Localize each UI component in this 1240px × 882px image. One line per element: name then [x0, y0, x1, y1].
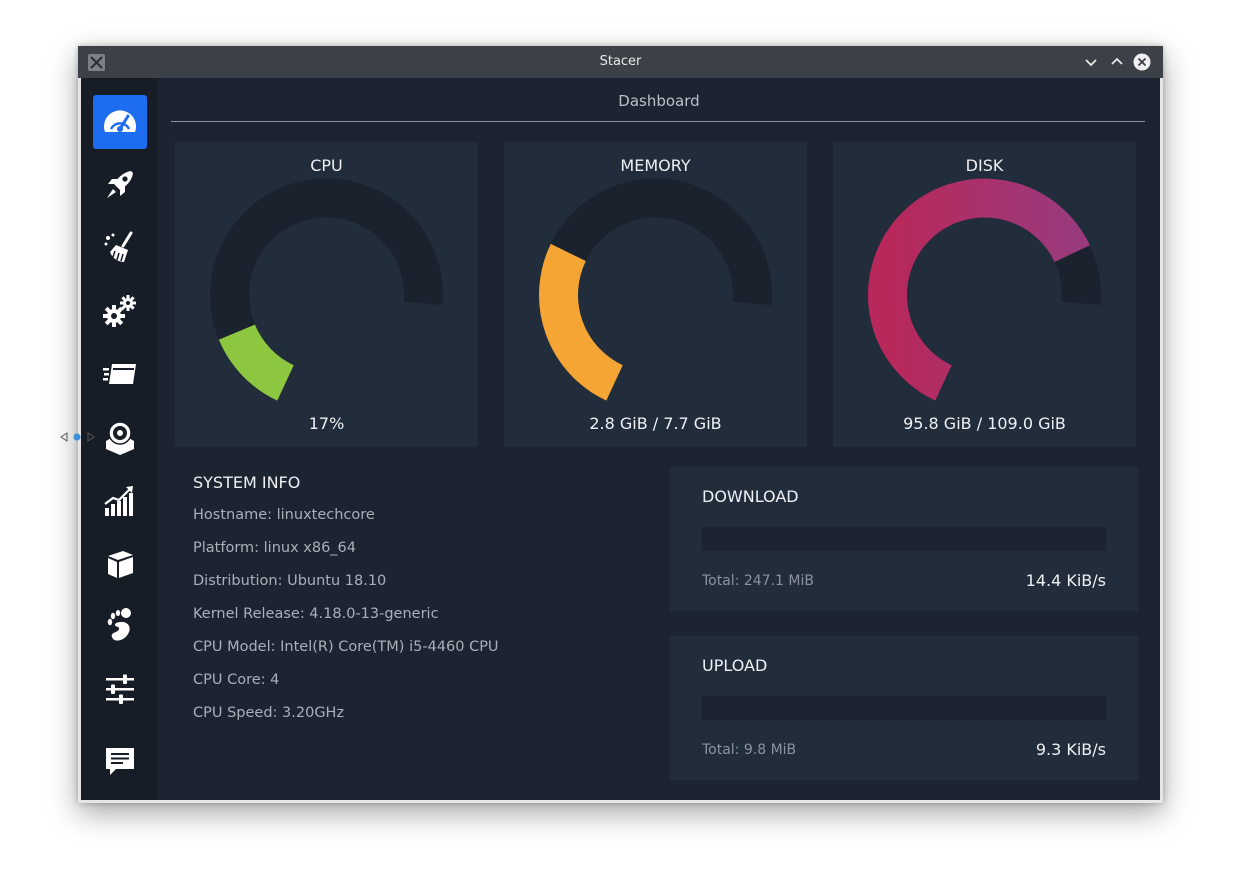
- rocket-icon: [107, 171, 133, 198]
- download-card: DOWNLOAD Total: 247.1 MiB 14.4 KiB/s: [670, 467, 1138, 611]
- minimize-button[interactable]: [1082, 53, 1100, 71]
- system-info: SYSTEM INFO Hostname: linuxtechcore Plat…: [193, 473, 499, 736]
- cpu-card: CPU 17%: [175, 142, 478, 447]
- download-title: DOWNLOAD: [702, 487, 799, 506]
- memory-gauge-fill: [539, 243, 624, 401]
- sidebar-item-startup-apps[interactable]: [93, 158, 147, 212]
- uninstaller-icon: [106, 421, 134, 455]
- cpu-label: CPU: [310, 156, 343, 175]
- sliders-icon: [106, 674, 134, 704]
- disk-card: DISK 95.8 GiB / 109.0 GiB: [833, 142, 1136, 447]
- window-border-left: [78, 78, 81, 803]
- sidebar-item-resources[interactable]: [93, 473, 147, 527]
- processes-icon: [103, 364, 136, 384]
- system-info-distribution: Distribution: Ubuntu 18.10: [193, 573, 387, 589]
- close-icon: [1133, 53, 1151, 71]
- window-border-bottom: [78, 800, 1163, 803]
- chat-icon: [106, 748, 134, 775]
- disk-value: 95.8 GiB / 109.0 GiB: [903, 414, 1066, 433]
- disk-gauge-fill: [868, 178, 1090, 401]
- speedometer-icon: [104, 110, 136, 136]
- disk-gauge: [868, 178, 1101, 401]
- gnome-foot-icon: [107, 608, 131, 641]
- system-info-cpu-model: CPU Model: Intel(R) Core(TM) i5-4460 CPU: [193, 639, 499, 655]
- title-divider: [171, 121, 1145, 122]
- window-border-right: [1160, 78, 1163, 803]
- download-total: Total: 247.1 MiB: [702, 573, 814, 589]
- chevron-up-icon: [1111, 57, 1123, 65]
- system-info-hostname: Hostname: linuxtechcore: [193, 507, 375, 523]
- upload-card: UPLOAD Total: 9.8 MiB 9.3 KiB/s: [670, 636, 1138, 780]
- memory-card: MEMORY 2.8 GiB / 7.7 GiB: [504, 142, 807, 447]
- gears-icon: [103, 295, 136, 327]
- package-icon: [108, 551, 133, 578]
- resize-handle[interactable]: [60, 428, 96, 442]
- broom-icon: [104, 231, 133, 262]
- sidebar-item-system-cleaner[interactable]: [93, 221, 147, 275]
- cpu-gauge: [210, 178, 443, 401]
- upload-speed: 9.3 KiB/s: [1035, 740, 1106, 759]
- download-speed: 14.4 KiB/s: [1025, 571, 1106, 590]
- cpu-value: 17%: [308, 414, 345, 433]
- sidebar-item-processes[interactable]: [93, 347, 147, 401]
- system-info-title: SYSTEM INFO: [193, 473, 301, 492]
- memory-label: MEMORY: [620, 156, 691, 175]
- window-title: Stacer: [599, 54, 642, 69]
- upload-total: Total: 9.8 MiB: [702, 742, 797, 758]
- dashboard-panel: Dashboard CPU 17% MEMORY 2.8 GiB / 7.7 G…: [158, 78, 1160, 800]
- sidebar-item-apt-repository-manager[interactable]: [93, 536, 147, 590]
- title-bar[interactable]: Stacer: [78, 46, 1163, 78]
- sidebar-item-gnome-settings[interactable]: [93, 599, 147, 653]
- cpu-gauge-fill: [218, 323, 295, 401]
- app-icon: [88, 54, 105, 71]
- sidebar-item-feedback[interactable]: [93, 734, 147, 788]
- resize-arrows-icon: [60, 432, 95, 442]
- page-title: Dashboard: [618, 92, 700, 110]
- sidebar: [81, 78, 158, 800]
- upload-title: UPLOAD: [702, 656, 768, 675]
- disk-label: DISK: [965, 156, 1004, 175]
- download-bar: [702, 527, 1106, 551]
- sidebar-item-services[interactable]: [93, 284, 147, 338]
- system-info-cpu-speed: CPU Speed: 3.20GHz: [193, 705, 345, 721]
- sidebar-item-settings[interactable]: [93, 662, 147, 716]
- system-info-cpu-core: CPU Core: 4: [193, 672, 280, 688]
- close-button[interactable]: [1133, 53, 1151, 71]
- sidebar-item-dashboard[interactable]: [93, 95, 147, 149]
- stacer-window: Stacer: [78, 46, 1163, 803]
- system-info-platform: Platform: linux x86_64: [193, 540, 357, 556]
- system-info-kernel: Kernel Release: 4.18.0-13-generic: [193, 606, 439, 622]
- memory-gauge: [539, 178, 772, 401]
- chevron-down-icon: [1085, 59, 1097, 67]
- memory-value: 2.8 GiB / 7.7 GiB: [589, 414, 722, 433]
- bar-chart-icon: [104, 486, 133, 516]
- upload-bar: [702, 696, 1106, 720]
- sidebar-item-uninstaller[interactable]: [93, 410, 147, 464]
- maximize-button[interactable]: [1108, 53, 1126, 71]
